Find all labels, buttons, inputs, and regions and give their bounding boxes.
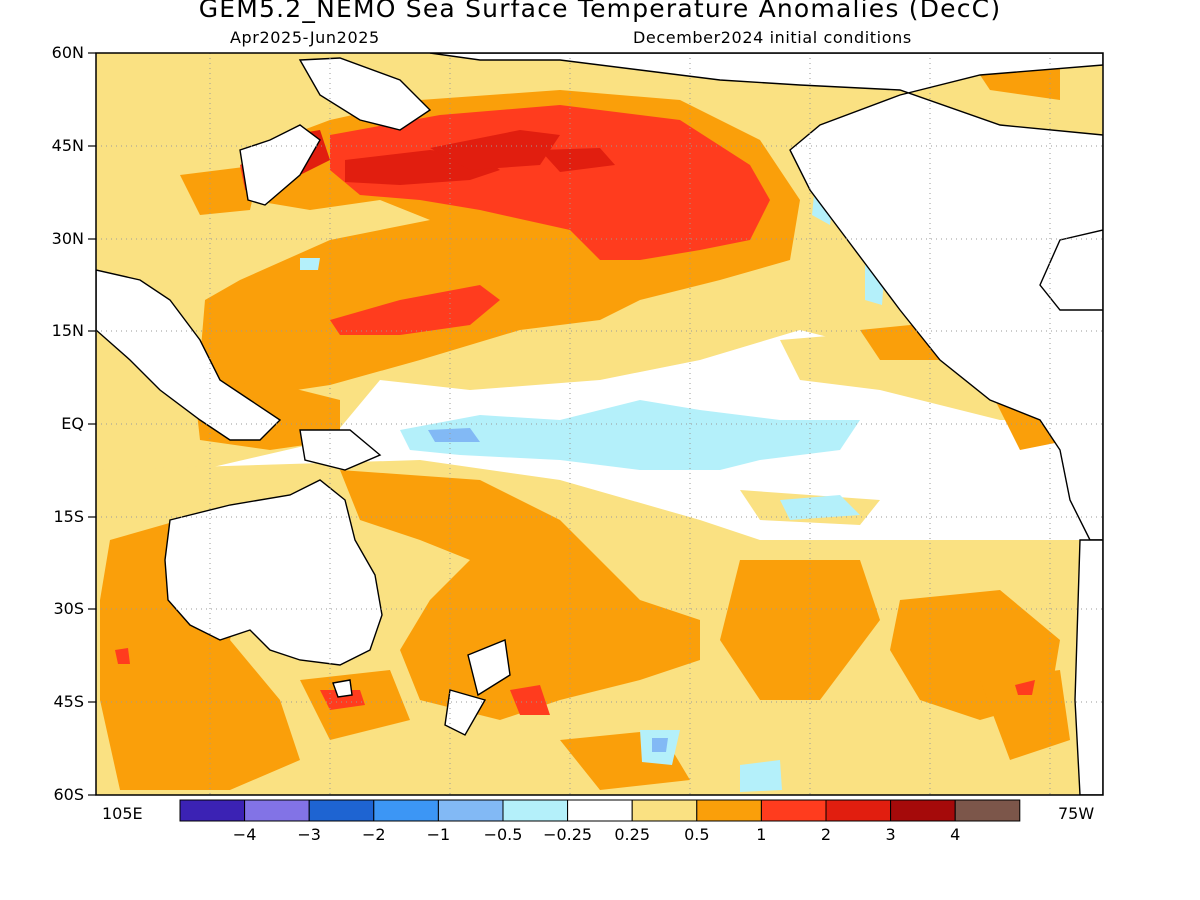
colorbar-swatch	[631, 799, 698, 822]
lon-label-right: 75W	[1058, 804, 1095, 823]
colorbar-swatch	[502, 799, 569, 822]
lat-label-15s: 15S	[53, 507, 84, 526]
colorbar-swatch	[244, 799, 310, 822]
lat-label-60n: 60N	[51, 43, 84, 62]
colorbar-swatch	[437, 799, 504, 822]
colorbar	[179, 799, 1021, 822]
colorbar-tick-label: 1	[756, 825, 767, 844]
colorbar-swatch	[954, 799, 1021, 822]
lat-label-45n: 45N	[51, 136, 84, 155]
colorbar-swatch	[825, 799, 892, 822]
colorbar-tick-label: −0.5	[483, 825, 523, 844]
lon-label-left: 105E	[102, 804, 143, 823]
grid	[96, 53, 1103, 795]
colorbar-tick-label: 0.25	[614, 825, 650, 844]
lat-label-eq: EQ	[61, 414, 84, 433]
lat-label-30s: 30S	[53, 599, 84, 618]
colorbar-tick-label: 2	[820, 825, 832, 844]
colorbar-tick-label: −2	[362, 825, 386, 844]
anomaly-very-strong-positive	[290, 130, 615, 185]
coastlines	[96, 53, 1103, 795]
anomaly-moderate-negative	[428, 428, 668, 752]
colorbar-tick-label: −4	[232, 825, 257, 844]
initial-conditions: December2024 initial conditions	[633, 28, 912, 47]
colorbar-tick-label: −3	[297, 825, 321, 844]
colorbar-swatch	[890, 799, 956, 822]
colorbar-swatch	[373, 799, 439, 822]
colorbar-swatch	[760, 799, 827, 822]
lat-label-45s: 45S	[53, 692, 84, 711]
chart-title: GEM5.2_NEMO Sea Surface Temperature Anom…	[198, 0, 1002, 23]
colorbar-tick-label: 0.5	[684, 825, 710, 844]
colorbar-swatch	[179, 799, 246, 822]
colorbar-tick-label: 4	[950, 825, 961, 844]
colorbar-swatch	[567, 799, 633, 822]
forecast-period: Apr2025-Jun2025	[230, 28, 380, 47]
lat-label-30n: 30N	[51, 229, 84, 248]
sst-anomaly-field	[96, 53, 1103, 795]
lat-label-60s: 60S	[53, 785, 84, 804]
colorbar-tick-label: −1	[426, 825, 451, 844]
anomaly-weak-negative	[300, 185, 885, 792]
colorbar-swatch	[308, 799, 375, 822]
lat-label-15n: 15N	[51, 321, 84, 340]
colorbar-swatch	[696, 799, 762, 822]
colorbar-tick-label: −0.25	[543, 825, 593, 844]
colorbar-tick-label: 3	[885, 825, 896, 844]
y-ticks	[88, 52, 96, 796]
